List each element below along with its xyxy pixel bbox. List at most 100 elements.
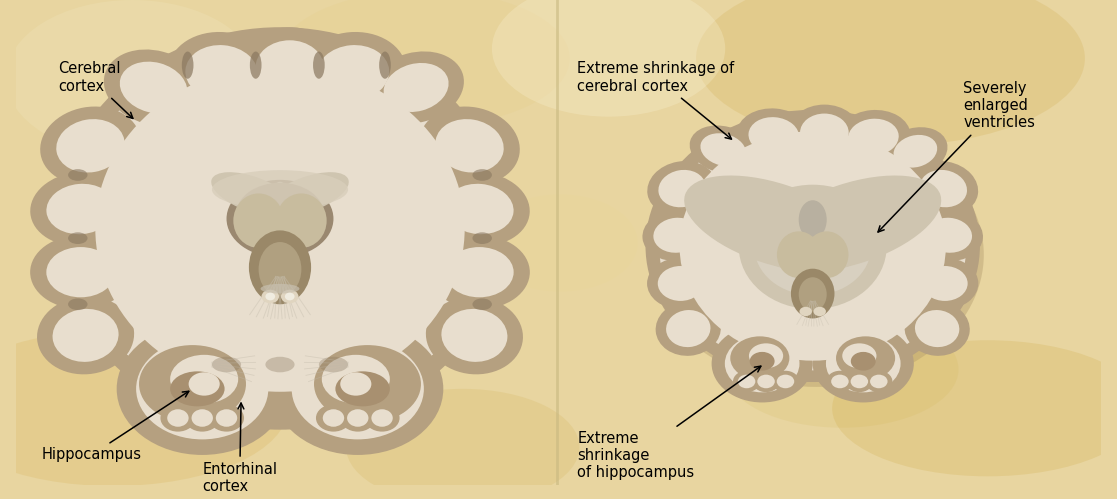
Ellipse shape <box>848 119 899 156</box>
Ellipse shape <box>95 65 465 392</box>
Text: Hippocampus: Hippocampus <box>41 391 189 462</box>
Ellipse shape <box>800 307 812 316</box>
Ellipse shape <box>700 133 746 166</box>
Ellipse shape <box>379 51 391 79</box>
Ellipse shape <box>789 105 860 161</box>
Text: Entorhinal
cortex: Entorhinal cortex <box>202 403 277 494</box>
Ellipse shape <box>185 45 258 101</box>
Ellipse shape <box>472 169 491 181</box>
Ellipse shape <box>805 232 849 278</box>
Ellipse shape <box>911 258 978 309</box>
Ellipse shape <box>827 371 853 392</box>
Ellipse shape <box>832 340 1117 477</box>
Ellipse shape <box>754 199 871 295</box>
Ellipse shape <box>748 117 799 154</box>
Ellipse shape <box>323 409 344 427</box>
Ellipse shape <box>316 45 389 101</box>
Ellipse shape <box>216 409 237 427</box>
Ellipse shape <box>211 172 294 217</box>
Ellipse shape <box>491 0 725 117</box>
Ellipse shape <box>292 338 423 440</box>
Ellipse shape <box>825 335 900 392</box>
Ellipse shape <box>725 311 958 428</box>
Ellipse shape <box>136 338 268 440</box>
Ellipse shape <box>52 309 118 362</box>
Ellipse shape <box>483 195 638 291</box>
Ellipse shape <box>299 32 407 114</box>
Ellipse shape <box>383 63 449 112</box>
Ellipse shape <box>369 51 464 124</box>
Ellipse shape <box>209 404 244 432</box>
Ellipse shape <box>656 301 720 356</box>
Ellipse shape <box>314 345 421 423</box>
Ellipse shape <box>249 231 312 304</box>
Text: Severely
enlarged
ventricles: Severely enlarged ventricles <box>878 81 1035 232</box>
Ellipse shape <box>419 106 519 185</box>
Ellipse shape <box>831 375 849 388</box>
Ellipse shape <box>653 218 700 253</box>
Ellipse shape <box>364 404 400 432</box>
Ellipse shape <box>712 325 813 403</box>
Ellipse shape <box>260 284 299 293</box>
Text: Cerebral
cortex: Cerebral cortex <box>58 61 133 118</box>
Text: Extreme
shrinkage
of hippocampus: Extreme shrinkage of hippocampus <box>577 366 761 481</box>
Ellipse shape <box>335 371 390 406</box>
Ellipse shape <box>281 290 298 303</box>
Ellipse shape <box>55 27 506 430</box>
Ellipse shape <box>658 266 704 301</box>
Ellipse shape <box>212 170 349 209</box>
Ellipse shape <box>851 375 868 388</box>
Ellipse shape <box>170 371 225 406</box>
Ellipse shape <box>836 336 895 380</box>
Ellipse shape <box>30 172 131 246</box>
Ellipse shape <box>646 110 980 382</box>
Ellipse shape <box>239 27 341 109</box>
Ellipse shape <box>842 343 877 368</box>
Ellipse shape <box>75 62 493 422</box>
Ellipse shape <box>56 119 125 173</box>
Ellipse shape <box>685 176 863 271</box>
Ellipse shape <box>776 375 794 388</box>
Ellipse shape <box>318 357 349 372</box>
Ellipse shape <box>915 310 960 347</box>
Ellipse shape <box>919 170 967 207</box>
Ellipse shape <box>750 352 774 371</box>
Ellipse shape <box>184 404 220 432</box>
Ellipse shape <box>256 40 324 96</box>
Ellipse shape <box>772 371 799 392</box>
Ellipse shape <box>915 210 983 261</box>
Ellipse shape <box>168 409 189 427</box>
Ellipse shape <box>316 404 351 432</box>
Ellipse shape <box>104 49 203 125</box>
Ellipse shape <box>426 296 523 374</box>
Ellipse shape <box>799 277 827 311</box>
Ellipse shape <box>30 235 132 309</box>
Ellipse shape <box>347 409 369 427</box>
Ellipse shape <box>733 371 761 392</box>
Ellipse shape <box>71 44 489 413</box>
Ellipse shape <box>182 51 193 79</box>
Ellipse shape <box>68 298 87 310</box>
Ellipse shape <box>259 242 302 296</box>
Ellipse shape <box>777 232 821 278</box>
Ellipse shape <box>371 409 393 427</box>
Ellipse shape <box>266 172 349 217</box>
Ellipse shape <box>762 176 942 271</box>
Ellipse shape <box>725 335 800 392</box>
Text: Extreme shrinkage of
cerebral cortex: Extreme shrinkage of cerebral cortex <box>577 61 735 139</box>
Ellipse shape <box>866 371 892 392</box>
Ellipse shape <box>884 127 947 175</box>
Ellipse shape <box>341 372 371 396</box>
Ellipse shape <box>923 266 967 301</box>
Ellipse shape <box>905 301 970 356</box>
Ellipse shape <box>647 161 717 216</box>
Ellipse shape <box>679 131 946 361</box>
Ellipse shape <box>799 200 827 239</box>
Ellipse shape <box>642 210 710 261</box>
Ellipse shape <box>429 235 529 309</box>
Ellipse shape <box>736 108 811 163</box>
Ellipse shape <box>313 51 325 79</box>
Ellipse shape <box>212 357 241 372</box>
Ellipse shape <box>748 343 783 368</box>
Ellipse shape <box>659 122 966 370</box>
